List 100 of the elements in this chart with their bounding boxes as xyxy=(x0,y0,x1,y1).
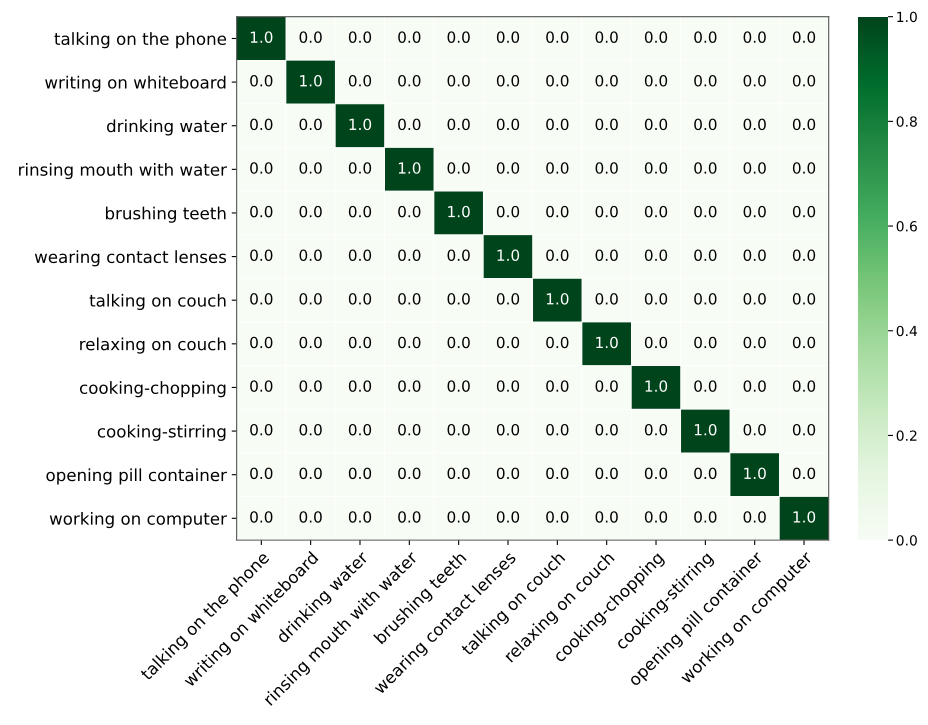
data-label: 0.0 xyxy=(596,74,618,87)
data-label: 0.0 xyxy=(496,206,520,218)
data-label: 0.0 xyxy=(496,511,520,523)
data-label: 1.0 xyxy=(646,380,668,392)
data-label: 0.0 xyxy=(300,162,322,174)
data-label: 0.0 xyxy=(596,380,618,392)
data-label: 0.0 xyxy=(792,424,816,436)
data-label: 0.0 xyxy=(300,468,322,480)
data-label: 0.0 xyxy=(596,162,618,174)
data-label: 1.0 xyxy=(694,424,716,436)
y-tick-label: drinking water xyxy=(107,119,227,136)
data-label: 0.0 xyxy=(744,162,766,174)
data-label: 0.0 xyxy=(792,162,816,174)
y-tick-label: cooking-chopping xyxy=(80,381,226,398)
data-label: 0.0 xyxy=(546,249,568,262)
data-label: 0.0 xyxy=(596,293,618,305)
data-label: 1.0 xyxy=(448,206,470,218)
data-label: 0.0 xyxy=(448,31,470,43)
data-label: 0.0 xyxy=(398,468,420,480)
data-label: 0.0 xyxy=(348,293,372,305)
data-label: 0.0 xyxy=(792,206,816,218)
data-label: 0.0 xyxy=(398,249,420,262)
data-label: 0.0 xyxy=(398,511,420,523)
data-label: 0.0 xyxy=(250,118,272,130)
color-bar-label: 1.0 xyxy=(897,12,917,22)
data-label: 0.0 xyxy=(546,336,568,348)
data-label: 0.0 xyxy=(348,206,372,218)
data-label: 1.0 xyxy=(546,293,568,305)
data-label: 0.0 xyxy=(300,249,322,262)
data-label: 1.0 xyxy=(744,468,766,480)
data-label: 0.0 xyxy=(644,511,668,523)
data-label: 0.0 xyxy=(348,380,372,392)
data-label: 0.0 xyxy=(250,249,272,262)
y-tick-label: rinsing mouth with water xyxy=(19,163,227,180)
data-label: 0.0 xyxy=(644,249,668,262)
y-tick-label: brushing teeth xyxy=(106,206,226,223)
data-label: 0.0 xyxy=(448,336,470,348)
data-label: 0.0 xyxy=(546,468,568,480)
data-label: 0.0 xyxy=(448,118,470,130)
data-label: 0.0 xyxy=(792,31,816,43)
data-label: 0.0 xyxy=(596,118,618,130)
data-label: 0.0 xyxy=(250,293,272,305)
data-label: 0.0 xyxy=(694,74,716,87)
data-label: 0.0 xyxy=(496,74,520,87)
data-label: 0.0 xyxy=(448,293,470,305)
data-label: 1.0 xyxy=(398,162,420,174)
data-label: 0.0 xyxy=(348,74,372,87)
data-label: 0.0 xyxy=(644,206,668,218)
data-label: 0.0 xyxy=(496,468,520,480)
y-tick-label: opening pill container xyxy=(46,468,227,484)
data-label: 0.0 xyxy=(448,74,470,87)
data-label: 0.0 xyxy=(596,424,618,436)
data-label: 0.0 xyxy=(644,74,668,87)
data-label: 0.0 xyxy=(694,336,716,348)
data-label: 0.0 xyxy=(546,511,568,523)
data-label: 0.0 xyxy=(744,424,766,436)
data-label: 0.0 xyxy=(596,206,618,218)
data-label: 0.0 xyxy=(250,206,272,218)
data-label: 0.0 xyxy=(792,468,816,480)
data-label: 0.0 xyxy=(398,380,420,392)
color-bar-label: 0.6 xyxy=(896,221,917,232)
data-label: 0.0 xyxy=(744,336,766,348)
data-label: 0.0 xyxy=(744,249,766,262)
data-label: 0.0 xyxy=(398,118,420,130)
data-label: 0.0 xyxy=(250,511,272,523)
data-label: 0.0 xyxy=(694,31,716,43)
data-label: 0.0 xyxy=(398,74,420,87)
data-label: 0.0 xyxy=(300,31,322,43)
y-tick-label: cooking-stirring xyxy=(98,424,226,441)
data-label: 0.0 xyxy=(744,118,766,130)
color-bar-label: 0.0 xyxy=(896,535,917,546)
data-label: 1.0 xyxy=(300,74,322,87)
data-label: 0.0 xyxy=(694,249,716,262)
data-label: 0.0 xyxy=(694,293,716,305)
data-label: 0.0 xyxy=(694,468,716,480)
data-label: 0.0 xyxy=(496,380,520,392)
data-label: 0.0 xyxy=(644,424,668,436)
data-label: 0.0 xyxy=(250,468,272,480)
data-label: 0.0 xyxy=(792,293,816,305)
data-label: 0.0 xyxy=(250,380,272,392)
data-label: 0.0 xyxy=(398,336,420,348)
data-label: 0.0 xyxy=(300,380,322,392)
data-label: 0.0 xyxy=(448,249,470,262)
data-label: 0.0 xyxy=(744,511,766,523)
data-label: 0.0 xyxy=(546,206,568,218)
data-label: 0.0 xyxy=(792,380,816,392)
y-tick-label: talking on the phone xyxy=(54,32,226,48)
data-label: 0.0 xyxy=(496,424,520,436)
y-tick-label: working on computer xyxy=(50,512,227,528)
data-label: 0.0 xyxy=(300,424,322,436)
data-label: 1.0 xyxy=(794,511,816,523)
data-label: 0.0 xyxy=(546,424,568,436)
data-label: 0.0 xyxy=(398,206,420,218)
data-label: 0.0 xyxy=(348,249,372,262)
data-label: 0.0 xyxy=(348,511,372,523)
data-label: 0.0 xyxy=(448,380,470,392)
data-label: 0.0 xyxy=(694,162,716,174)
data-label: 0.0 xyxy=(744,31,766,43)
data-label: 0.0 xyxy=(694,118,716,130)
data-label: 0.0 xyxy=(694,380,716,392)
